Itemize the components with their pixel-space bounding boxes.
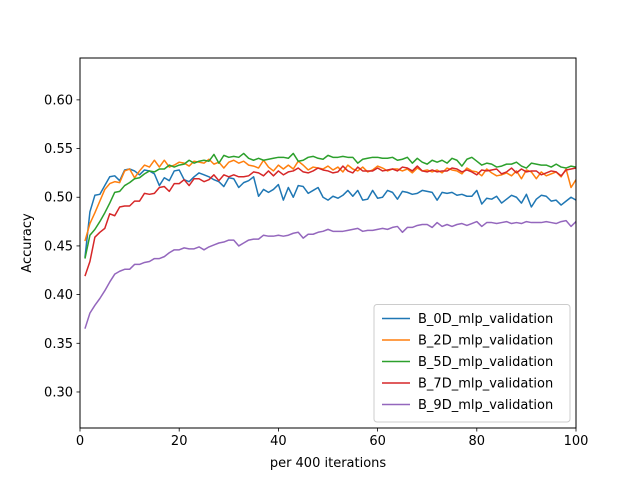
y-tick-label: 0.30	[44, 385, 73, 400]
legend: B_0D_mlp_validation B_2D_mlp_validation B_…	[373, 304, 571, 423]
series-line-4	[84, 219, 577, 329]
plot-lines	[84, 152, 577, 329]
y-tick-label: 0.50	[44, 191, 73, 206]
x-tick-label: 80	[469, 434, 486, 449]
legend-label-2: B_5D_mlp_validation	[418, 355, 553, 370]
y-axis-ticks: 0.30 0.35 0.40 0.45 0.50 0.55 0.60	[44, 93, 80, 400]
series-line-2	[84, 152, 577, 259]
x-tick-label: 0	[76, 434, 84, 449]
y-tick-label: 0.35	[44, 337, 73, 352]
y-tick-label: 0.55	[44, 142, 73, 157]
x-tick-label: 20	[171, 434, 188, 449]
plot-frame	[79, 57, 577, 429]
legend-label-1: B_2D_mlp_validation	[418, 334, 553, 349]
y-tick-label: 0.60	[44, 93, 73, 108]
x-axis-ticks: 0 20 40 60 80 100	[76, 428, 589, 449]
series-line-0	[84, 168, 577, 258]
legend-label-3: B_7D_mlp_validation	[418, 377, 553, 392]
x-axis-label: per 400 iterations	[270, 456, 387, 471]
legend-label-0: B_0D_mlp_validation	[418, 312, 553, 327]
legend-box	[373, 304, 571, 423]
x-tick-label: 60	[369, 434, 386, 449]
legend-label-4: B_9D_mlp_validation	[418, 398, 553, 413]
y-axis-label: Accuracy	[20, 213, 35, 273]
y-tick-label: 0.45	[44, 239, 73, 254]
x-tick-label: 100	[564, 434, 589, 449]
series-line-3	[84, 165, 577, 277]
y-tick-label: 0.40	[44, 288, 73, 303]
x-tick-label: 40	[270, 434, 287, 449]
series-line-1	[84, 158, 577, 242]
